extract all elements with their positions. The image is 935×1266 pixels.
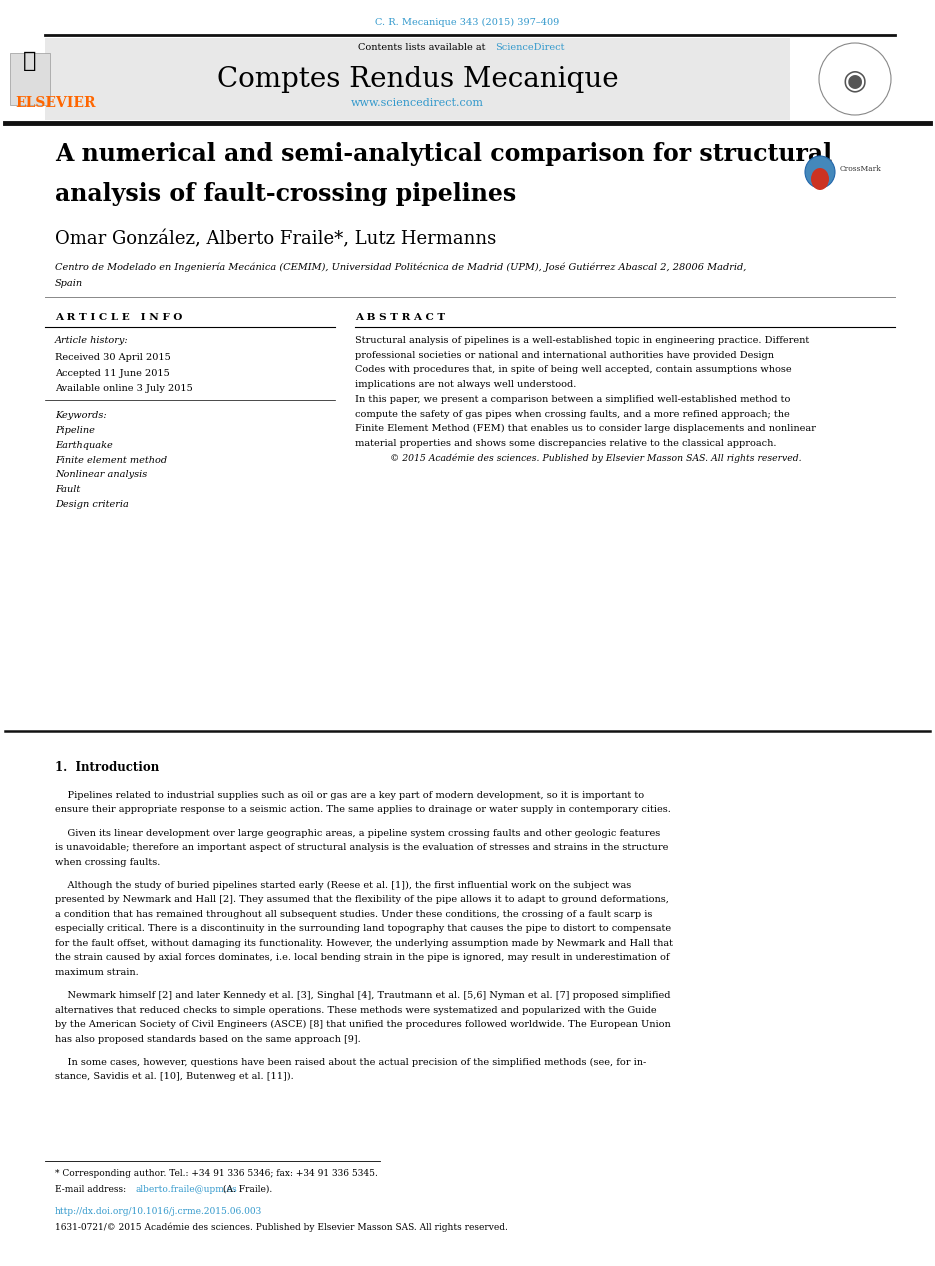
Text: Finite element method: Finite element method bbox=[55, 456, 167, 465]
Text: Structural analysis of pipelines is a well-established topic in engineering prac: Structural analysis of pipelines is a we… bbox=[355, 335, 810, 346]
Text: ELSEVIER: ELSEVIER bbox=[15, 96, 95, 110]
Text: Keywords:: Keywords: bbox=[55, 410, 107, 420]
Text: Although the study of buried pipelines started early (Reese et al. [1]), the fir: Although the study of buried pipelines s… bbox=[55, 881, 631, 890]
Text: A numerical and semi-analytical comparison for structural: A numerical and semi-analytical comparis… bbox=[55, 142, 832, 166]
Text: Pipelines related to industrial supplies such as oil or gas are a key part of mo: Pipelines related to industrial supplies… bbox=[55, 791, 644, 800]
Text: Newmark himself [2] and later Kennedy et al. [3], Singhal [4], Trautmann et al. : Newmark himself [2] and later Kennedy et… bbox=[55, 991, 670, 1000]
Text: Nonlinear analysis: Nonlinear analysis bbox=[55, 471, 147, 480]
Text: www.sciencedirect.com: www.sciencedirect.com bbox=[351, 97, 484, 108]
Text: © 2015 Académie des sciences. Published by Elsevier Masson SAS. All rights reser: © 2015 Académie des sciences. Published … bbox=[390, 453, 801, 463]
Text: 1.  Introduction: 1. Introduction bbox=[55, 761, 159, 774]
Text: Received 30 April 2015: Received 30 April 2015 bbox=[55, 353, 171, 362]
Bar bbox=[10, 53, 50, 105]
Text: Fault: Fault bbox=[55, 485, 80, 494]
Text: Spain: Spain bbox=[55, 279, 83, 287]
Text: has also proposed standards based on the same approach [9].: has also proposed standards based on the… bbox=[55, 1034, 361, 1043]
Text: especially critical. There is a discontinuity in the surrounding land topography: especially critical. There is a disconti… bbox=[55, 924, 671, 933]
Text: maximum strain.: maximum strain. bbox=[55, 968, 138, 977]
Text: A B S T R A C T: A B S T R A C T bbox=[355, 313, 445, 322]
Text: Available online 3 July 2015: Available online 3 July 2015 bbox=[55, 384, 193, 392]
Text: Accepted 11 June 2015: Accepted 11 June 2015 bbox=[55, 368, 170, 377]
Text: material properties and shows some discrepancies relative to the classical appro: material properties and shows some discr… bbox=[355, 439, 776, 448]
Text: implications are not always well understood.: implications are not always well underst… bbox=[355, 380, 576, 389]
Ellipse shape bbox=[819, 43, 891, 115]
Text: alternatives that reduced checks to simple operations. These methods were system: alternatives that reduced checks to simp… bbox=[55, 1005, 656, 1014]
Text: Comptes Rendus Mecanique: Comptes Rendus Mecanique bbox=[217, 66, 618, 92]
Text: A R T I C L E   I N F O: A R T I C L E I N F O bbox=[55, 313, 182, 322]
Text: stance, Savidis et al. [10], Butenweg et al. [11]).: stance, Savidis et al. [10], Butenweg et… bbox=[55, 1072, 294, 1081]
Text: Finite Element Method (FEM) that enables us to consider large displacements and : Finite Element Method (FEM) that enables… bbox=[355, 424, 816, 433]
Bar bbox=[45, 38, 790, 120]
Text: Earthquake: Earthquake bbox=[55, 441, 113, 449]
Text: presented by Newmark and Hall [2]. They assumed that the flexibility of the pipe: presented by Newmark and Hall [2]. They … bbox=[55, 895, 669, 904]
Text: 🌳: 🌳 bbox=[23, 49, 36, 72]
Text: C. R. Mecanique 343 (2015) 397–409: C. R. Mecanique 343 (2015) 397–409 bbox=[375, 18, 560, 27]
Text: Design criteria: Design criteria bbox=[55, 500, 129, 509]
Text: * Corresponding author. Tel.: +34 91 336 5346; fax: +34 91 336 5345.: * Corresponding author. Tel.: +34 91 336… bbox=[55, 1169, 378, 1177]
Text: the strain caused by axial forces dominates, i.e. local bending strain in the pi: the strain caused by axial forces domina… bbox=[55, 953, 669, 962]
Text: Contents lists available at: Contents lists available at bbox=[357, 43, 488, 52]
Text: Article history:: Article history: bbox=[55, 335, 129, 346]
Text: ensure their appropriate response to a seismic action. The same applies to drain: ensure their appropriate response to a s… bbox=[55, 805, 671, 814]
Text: http://dx.doi.org/10.1016/j.crme.2015.06.003: http://dx.doi.org/10.1016/j.crme.2015.06… bbox=[55, 1206, 262, 1215]
Text: for the fault offset, without damaging its functionality. However, the underlyin: for the fault offset, without damaging i… bbox=[55, 939, 673, 948]
Text: Pipeline: Pipeline bbox=[55, 427, 94, 436]
Text: is unavoidable; therefore an important aspect of structural analysis is the eval: is unavoidable; therefore an important a… bbox=[55, 843, 669, 852]
Text: E-mail address:: E-mail address: bbox=[55, 1185, 129, 1194]
Ellipse shape bbox=[805, 156, 835, 187]
Text: Codes with procedures that, in spite of being well accepted, contain assumptions: Codes with procedures that, in spite of … bbox=[355, 366, 792, 375]
Text: CrossMark: CrossMark bbox=[840, 165, 882, 173]
Ellipse shape bbox=[811, 168, 829, 190]
Text: ScienceDirect: ScienceDirect bbox=[496, 43, 565, 52]
Text: by the American Society of Civil Engineers (ASCE) [8] that unified the procedure: by the American Society of Civil Enginee… bbox=[55, 1020, 670, 1029]
Text: alberto.fraile@upm.es: alberto.fraile@upm.es bbox=[135, 1185, 237, 1194]
Text: In some cases, however, questions have been raised about the actual precision of: In some cases, however, questions have b… bbox=[55, 1058, 646, 1067]
Text: analysis of fault-crossing pipelines: analysis of fault-crossing pipelines bbox=[55, 182, 516, 206]
Text: In this paper, we present a comparison between a simplified well-established met: In this paper, we present a comparison b… bbox=[355, 395, 790, 404]
Text: (A. Fraile).: (A. Fraile). bbox=[220, 1185, 272, 1194]
Text: Given its linear development over large geographic areas, a pipeline system cros: Given its linear development over large … bbox=[55, 829, 660, 838]
Text: compute the safety of gas pipes when crossing faults, and a more refined approac: compute the safety of gas pipes when cro… bbox=[355, 409, 790, 419]
Text: ◉: ◉ bbox=[842, 67, 867, 94]
Text: Centro de Modelado en Ingeniería Mecánica (CEMIM), Universidad Politécnica de Ma: Centro de Modelado en Ingeniería Mecánic… bbox=[55, 262, 746, 271]
Text: 1631-0721/© 2015 Académie des sciences. Published by Elsevier Masson SAS. All ri: 1631-0721/© 2015 Académie des sciences. … bbox=[55, 1222, 508, 1232]
Text: professional societies or national and international authorities have provided D: professional societies or national and i… bbox=[355, 351, 774, 360]
Text: a condition that has remained throughout all subsequent studies. Under these con: a condition that has remained throughout… bbox=[55, 910, 653, 919]
Text: when crossing faults.: when crossing faults. bbox=[55, 857, 161, 867]
Text: Omar González, Alberto Fraile*, Lutz Hermanns: Omar González, Alberto Fraile*, Lutz Her… bbox=[55, 230, 496, 248]
